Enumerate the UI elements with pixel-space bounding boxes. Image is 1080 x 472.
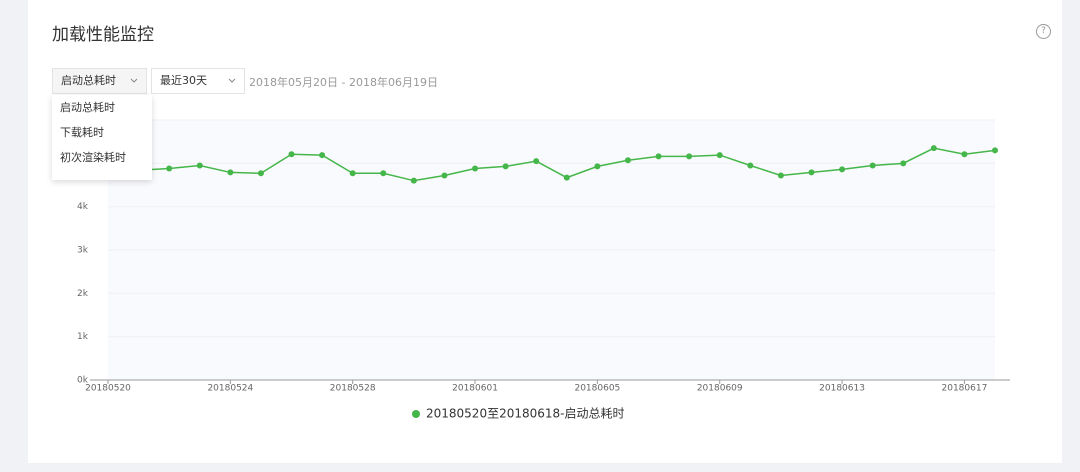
select-text: 最近30天	[160, 74, 207, 87]
chevron	[130, 78, 138, 83]
y-tick-label: 4k	[77, 202, 89, 212]
select-text: 启动总耗时	[61, 74, 116, 87]
title: 加载性能监控	[52, 25, 154, 45]
point	[196, 162, 203, 169]
point	[166, 165, 173, 172]
point	[380, 170, 387, 177]
point	[288, 151, 295, 158]
point	[716, 152, 723, 159]
y-tick-label: 1k	[77, 332, 89, 342]
point	[441, 172, 448, 179]
x-tick-label: 20180609	[697, 384, 743, 394]
point	[624, 157, 631, 164]
date-range: 2018年05月20日 - 2018年06月19日	[249, 76, 438, 89]
point	[502, 163, 509, 170]
menu-item[interactable]: 下载耗时	[60, 126, 104, 139]
metric-select[interactable]: 启动总耗时	[52, 68, 147, 94]
point	[869, 162, 876, 169]
point	[930, 145, 937, 152]
point	[686, 153, 693, 160]
point	[319, 152, 326, 159]
range-select[interactable]: 最近30天	[151, 68, 245, 94]
point	[655, 153, 662, 160]
point	[410, 177, 417, 184]
dropdown-menu: 启动总耗时 下载耗时 初次渲染耗时	[52, 95, 152, 180]
point	[961, 151, 968, 158]
y-tick-label: 2k	[77, 289, 89, 299]
help-icon[interactable]: ?	[1036, 24, 1051, 39]
point	[472, 165, 479, 172]
point	[563, 174, 570, 181]
x-tick-label: 20180613	[819, 384, 865, 394]
x-tick-label: 20180524	[207, 384, 253, 394]
chevron	[228, 78, 236, 83]
point	[747, 162, 754, 169]
y-tick-label: 3k	[77, 246, 89, 256]
point	[992, 147, 998, 154]
point	[900, 160, 907, 167]
line	[107, 147, 996, 182]
menu-item[interactable]: 初次渲染耗时	[60, 151, 126, 164]
x-tick-label: 20180528	[330, 384, 376, 394]
x-tick-label: 20180605	[574, 384, 620, 394]
y-tick-label: 0k	[77, 376, 89, 386]
point	[839, 166, 846, 173]
x-tick-label: 20180520	[85, 384, 131, 394]
point	[257, 170, 264, 177]
point	[349, 170, 356, 177]
point	[808, 169, 815, 176]
legend-label: 20180520至20180618-启动总耗时	[426, 407, 625, 421]
x-tick-label: 20180601	[452, 384, 498, 394]
point	[533, 158, 540, 165]
point	[777, 172, 784, 179]
point	[227, 169, 234, 176]
menu-item[interactable]: 启动总耗时	[60, 101, 115, 114]
x-tick-label: 20180617	[942, 384, 988, 394]
legend-marker	[412, 410, 420, 418]
point	[594, 163, 601, 170]
